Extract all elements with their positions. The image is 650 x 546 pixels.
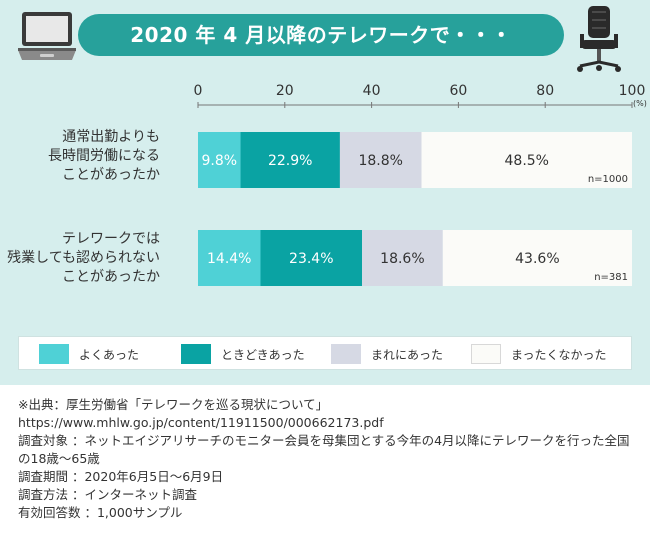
x-tick-label: 0 [194, 83, 203, 99]
x-tick-label: 60 [449, 83, 467, 99]
chart-title: 2020 年 4 月以降のテレワークで・・・ [78, 14, 564, 56]
bar-segment [260, 230, 363, 286]
data-label: 22.9% [268, 153, 312, 169]
legend-swatch [39, 344, 69, 364]
note-target: 調査対象 ：ネットエイジアリサーチのモニター会員を母集団とする今年の4月以降にテ… [18, 433, 630, 466]
data-label: 43.6% [515, 251, 559, 267]
bar-segment [198, 132, 241, 188]
data-label: 18.8% [358, 153, 402, 169]
bar-segment [198, 230, 261, 286]
category-label-line: テレワークでは [62, 231, 160, 247]
note-source: ※出典：厚生労働省「テレワークを巡る現状について」 [18, 397, 329, 412]
category-label-line: 通常出勤よりも [62, 129, 160, 145]
bar-segment [339, 132, 422, 188]
legend-swatch [331, 344, 361, 364]
legend-label: よくあった [79, 347, 140, 362]
stacked-bar-chart: 0 20 40 60 80 100(%) 9.8% 22.9% 18.8% 48.5% n=1000… [194, 83, 647, 286]
x-tick-label: 40 [363, 83, 381, 99]
legend-swatch [181, 344, 211, 364]
legend-label: まったくなかった [511, 347, 607, 362]
legend-label: ときどきあった [221, 347, 305, 362]
data-label: 18.6% [380, 251, 424, 267]
sample-size-label: n=1000 [588, 174, 628, 185]
x-tick-label: 80 [536, 83, 554, 99]
office-chair-icon [577, 6, 621, 72]
chart-panel [0, 0, 650, 385]
note-url: https://www.mhlw.go.jp/content/11911500/… [18, 415, 384, 430]
legend-item-mattaku: まったくなかった [471, 344, 607, 364]
source-notes: ※出典：厚生労働省「テレワークを巡る現状について」 https://www.mh… [18, 396, 638, 522]
legend-item-yoku: よくあった [39, 344, 139, 364]
x-tick-label: 20 [276, 83, 294, 99]
bar-segment [240, 132, 340, 188]
sample-size-label: n=381 [594, 272, 628, 283]
note-samples: 有効回答数 ：1,000サンプル [18, 505, 183, 520]
note-method: 調査方法 ：インターネット調査 [18, 487, 197, 502]
category-label-line: ことがあったか [62, 167, 160, 183]
category-label-line: 長時間労働になる [48, 148, 160, 164]
bar-segment [442, 230, 632, 286]
category-label-overtime: テレワークでは 残業しても認められない ことがあったか [0, 230, 160, 287]
legend-label: まれにあった [371, 347, 444, 362]
data-label: 48.5% [505, 153, 549, 169]
data-label: 14.4% [207, 251, 251, 267]
data-label: 9.8% [201, 153, 237, 169]
category-label-long-hours: 通常出勤よりも 長時間労働になる ことがあったか [0, 128, 160, 185]
x-axis-unit: (%) [633, 99, 647, 108]
bar-segment [362, 230, 443, 286]
bar-segment [421, 132, 632, 188]
category-label-line: 残業しても認められない [7, 250, 160, 266]
legend: よくあった ときどきあった まれにあった まったくなかった [18, 336, 632, 370]
note-period: 調査期間 ：2020年6月5日～6月9日 [18, 469, 224, 484]
category-label-line: ことがあったか [62, 269, 160, 285]
legend-item-mare: まれにあった [331, 344, 443, 364]
legend-swatch [471, 344, 501, 364]
data-label: 23.4% [289, 251, 333, 267]
x-tick-label: 100 [619, 83, 646, 99]
laptop-icon [18, 12, 76, 60]
legend-item-tokidoki: ときどきあった [181, 344, 305, 364]
